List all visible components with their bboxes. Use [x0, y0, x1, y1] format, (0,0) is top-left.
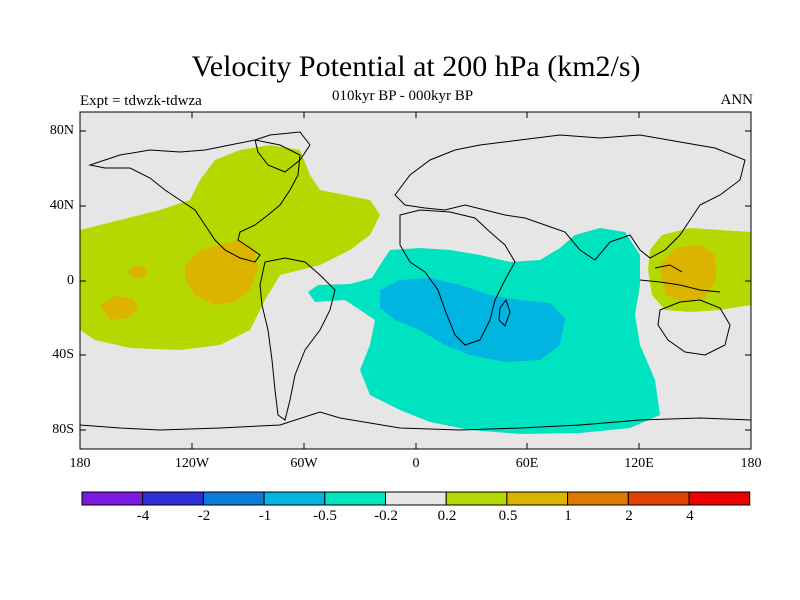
colorbar-box [506, 491, 569, 506]
colorbar-label: 1 [564, 508, 572, 524]
colorbar-box [202, 491, 265, 506]
colorbar-label: 2 [625, 508, 633, 524]
plot-title: Velocity Potential at 200 hPa (km2/s) [191, 50, 641, 83]
lon-label-0: 0 [412, 456, 420, 471]
colorbar-box [385, 491, 447, 506]
lat-label-80n: 80N [49, 123, 74, 138]
plot-subtitle: 010kyr BP - 000kyr BP [332, 88, 474, 104]
lon-label-120e: 120E [624, 456, 654, 471]
positive-region-americas-strong [185, 240, 258, 305]
colorbar-label: -4 [136, 508, 150, 524]
lon-label-180w: 180 [69, 456, 91, 471]
lat-label-80s: 80S [52, 422, 74, 437]
colorbar-label: 4 [686, 508, 694, 524]
colorbar-label: -0.5 [313, 508, 337, 524]
colorbar-box [445, 491, 508, 506]
lon-label-180e: 180 [740, 456, 762, 471]
colorbar-box [688, 491, 751, 506]
lat-label-40n: 40N [49, 198, 74, 213]
colorbar-label: -2 [197, 508, 211, 524]
season-label: ANN [720, 92, 754, 108]
lon-label-60e: 60E [515, 456, 539, 471]
positive-spot-pacific-1 [129, 266, 147, 278]
colorbar [81, 491, 751, 506]
negative-region-indian-ocean-strong [380, 278, 565, 362]
positive-region-west-pacific-strong [660, 245, 716, 302]
colorbar-box [627, 491, 690, 506]
lon-label-120w: 120W [174, 456, 210, 471]
axis-ticks [80, 112, 751, 449]
colorbar-box [567, 491, 629, 506]
colorbar-box [81, 491, 144, 506]
colorbar-box [263, 491, 326, 506]
positive-spot-pacific-2 [100, 296, 138, 320]
colorbar-label: -1 [258, 508, 272, 524]
colorbar-label: 0.2 [437, 508, 457, 524]
coastlines [79, 131, 752, 431]
colorbar-label: -0.2 [374, 508, 398, 524]
lon-label-60w: 60W [290, 456, 318, 471]
lat-label-0: 0 [67, 273, 74, 288]
lat-label-40s: 40S [52, 347, 74, 362]
colorbar-box [324, 491, 386, 506]
colorbar-label: 0.5 [498, 508, 518, 524]
experiment-label: Expt = tdwzk-tdwza [80, 93, 202, 109]
colorbar-box [142, 491, 204, 506]
